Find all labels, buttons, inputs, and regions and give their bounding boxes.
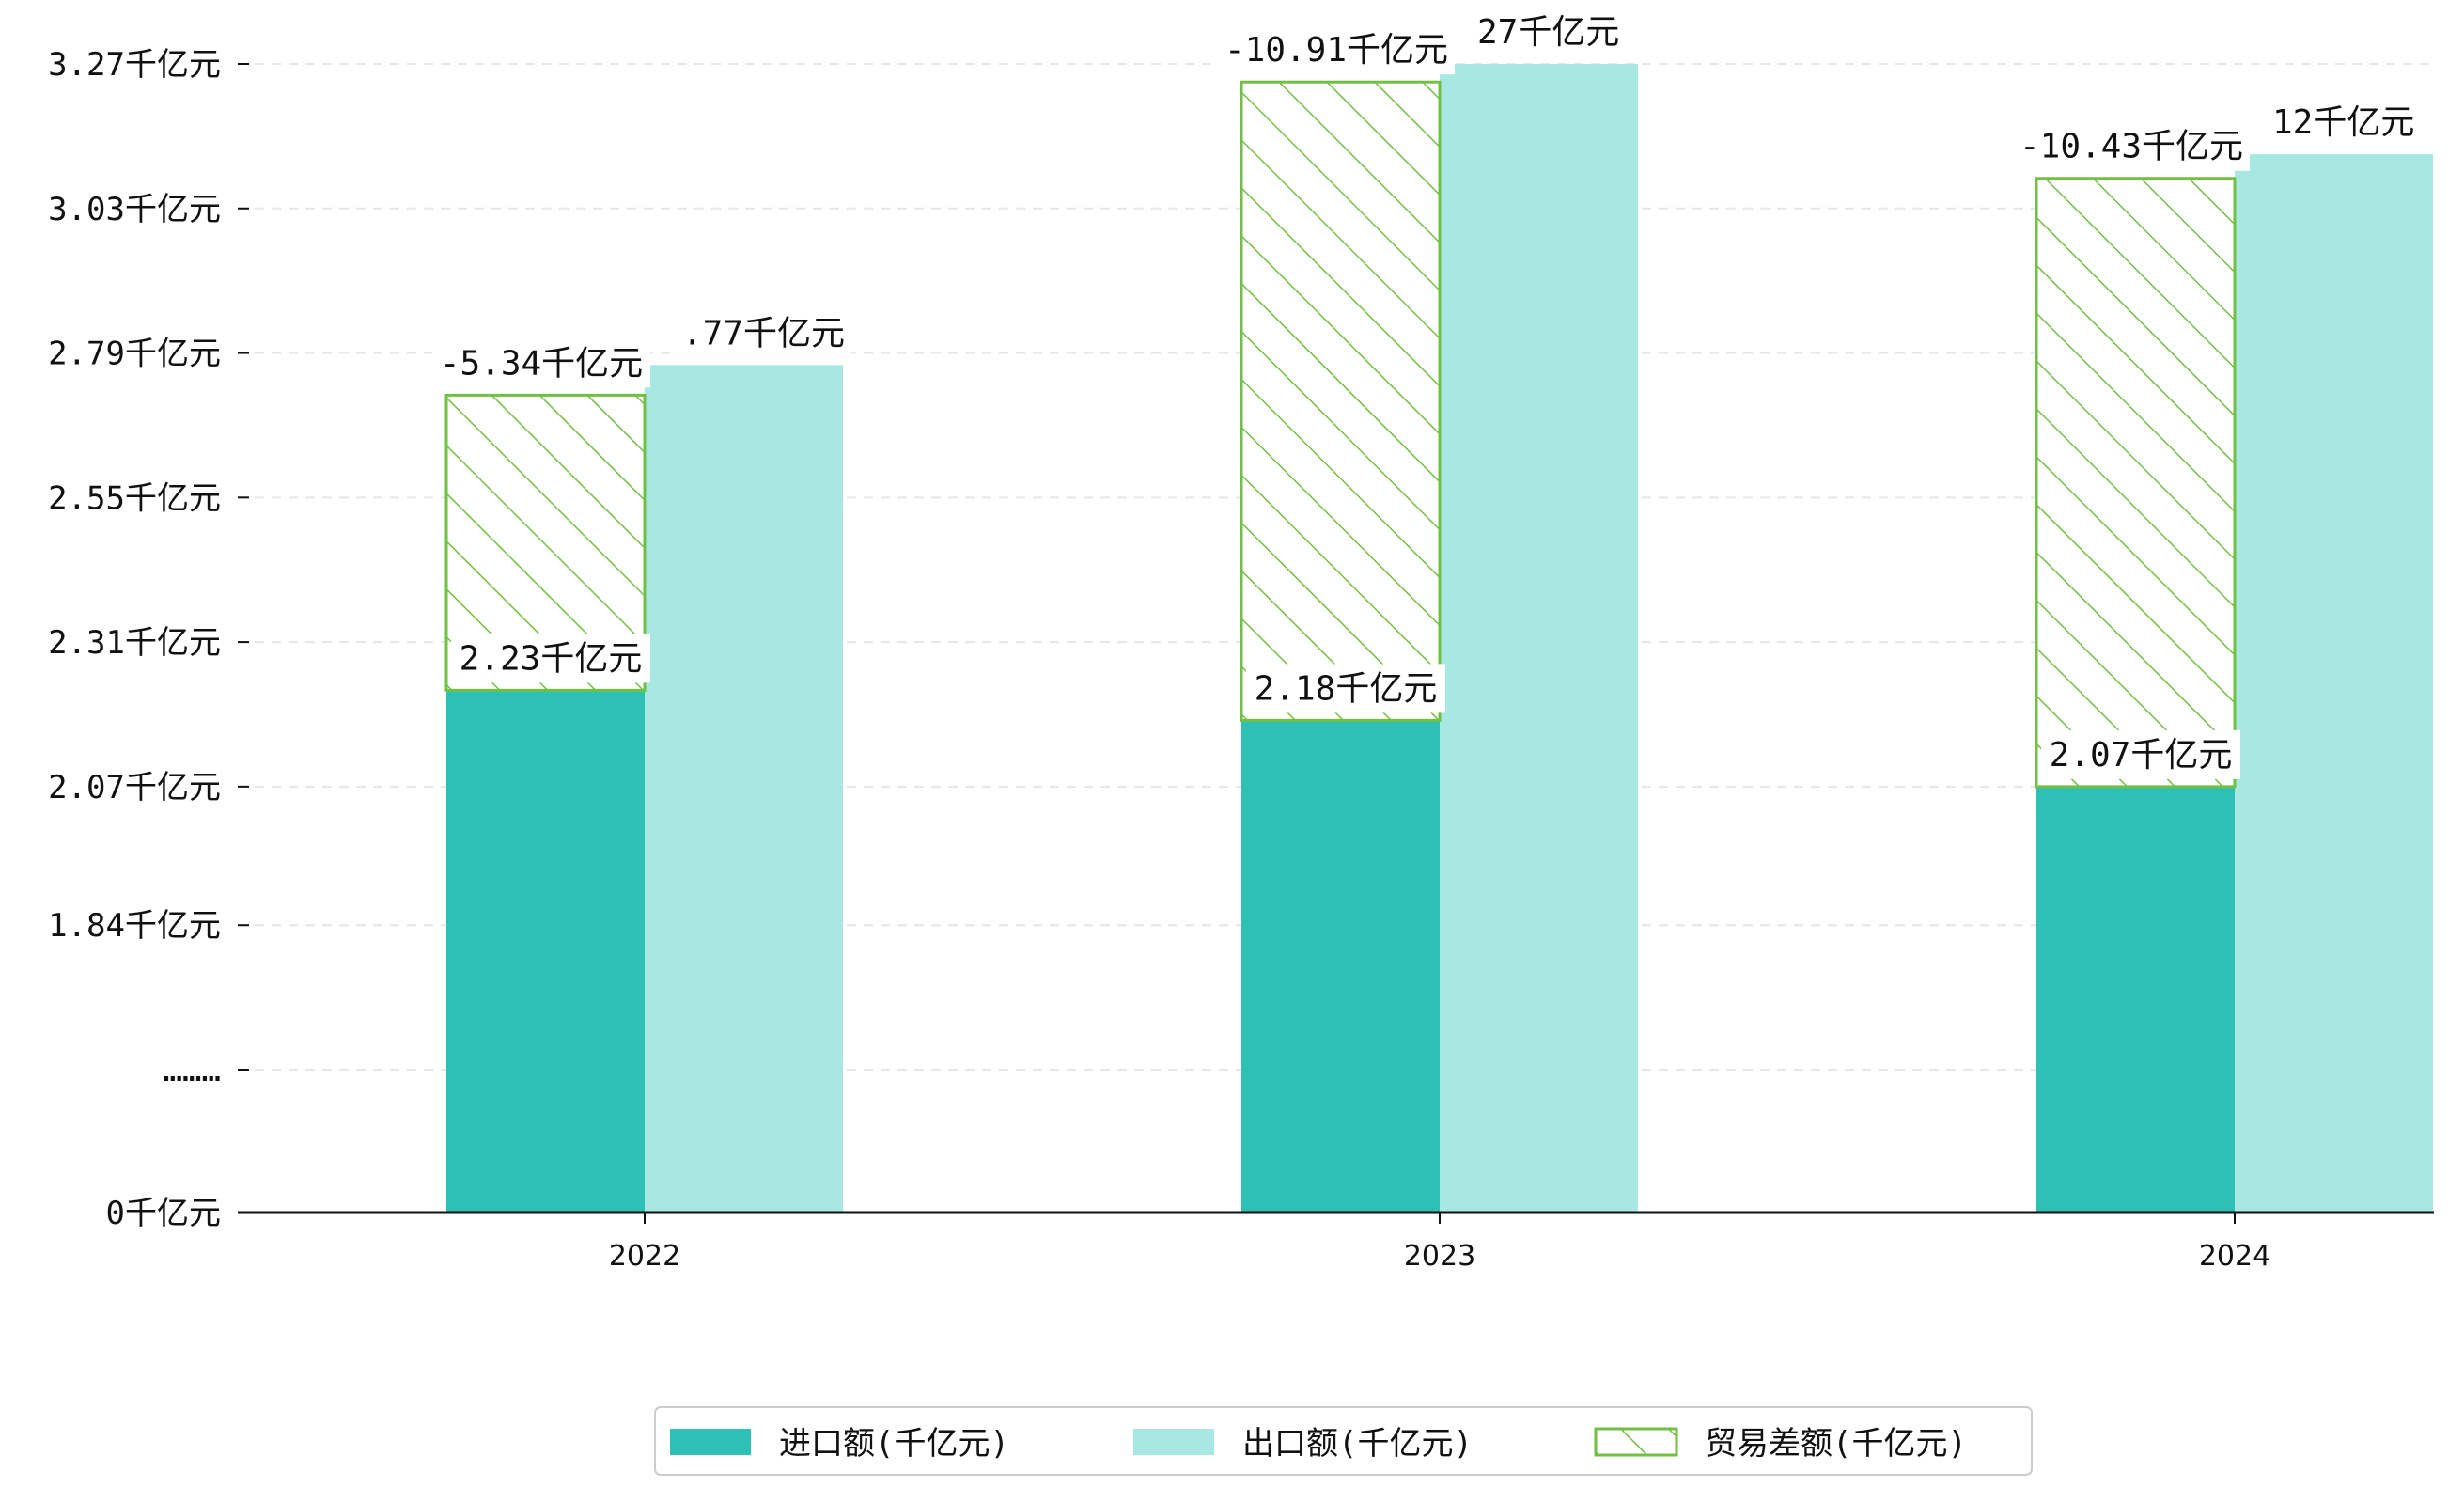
data-label-export: 27千亿元 [1477,13,1619,52]
x-tick-label: 2023 [1404,1240,1475,1273]
y-tick-label: 1.84千亿元 [48,907,221,945]
y-tick-label: 3.27千亿元 [48,46,221,84]
x-tick-label: 2024 [2199,1240,2270,1273]
data-label-import-bg [451,634,650,683]
bars-group [444,64,2433,1213]
y-tick-label: 2.31千亿元 [48,624,221,662]
data-label-export: .77千亿元 [682,314,845,352]
data-labels-group: 2.23千亿元 -5.34千亿元 .77千亿元 2.18千亿元 -10.91千亿元 27千… [432,8,2423,779]
y-tick-label: 2.55千亿元 [48,479,221,517]
legend-label: 贸易差额(千亿元) [1705,1425,1967,1463]
data-label-balance: -10.43千亿元 [2020,128,2243,166]
y-tick-label: 2.79千亿元 [48,336,221,373]
data-label-export: 12千亿元 [2272,103,2414,142]
axes-group: 0千亿元 ……… 1.84千亿元 2.07千亿元 2.31千亿元 2.55千亿元 2.79千… [48,46,2434,1273]
bar-import [1241,720,1440,1213]
legend-swatch [1133,1429,1214,1455]
data-label-balance: -5.34千亿元 [440,344,643,383]
data-label-export-bg [2261,98,2423,148]
bar-export [645,365,843,1213]
y-tick-label: 0千亿元 [106,1195,221,1232]
legend-label: 出口额(千亿元) [1242,1425,1473,1463]
data-label-import: 2.23千亿元 [460,639,643,678]
bar-import [2036,786,2235,1213]
data-label-export-bg [1466,8,1628,56]
data-label-import-bg [1246,664,1445,713]
bar-trade-balance [1240,80,1442,722]
bar-export [1440,64,1638,1213]
data-label-import: 2.07千亿元 [2050,736,2233,775]
y-tick-label: ……… [164,1052,221,1089]
bar-export [2235,154,2433,1213]
data-label-balance: -10.91千亿元 [1224,31,1448,70]
data-label-import: 2.18千亿元 [1255,669,1438,708]
bar-trade-balance [2035,177,2237,789]
x-tick-label: 2022 [609,1240,680,1273]
y-tick-label: 3.03千亿元 [48,191,221,228]
data-label-balance-bg [1218,25,1455,75]
legend-swatch [1594,1427,1678,1457]
y-tick-label: 2.07千亿元 [48,769,221,806]
legend: 进口额(千亿元) 出口额(千亿元) 贸易差额(千亿元) [654,1406,2033,1476]
data-label-balance-bg [432,338,650,388]
data-label-import-bg [2041,729,2240,779]
bar-import [446,690,645,1213]
legend-label: 进口额(千亿元) [779,1425,1009,1463]
legend-swatch [670,1429,751,1455]
data-label-export-bg [671,308,851,358]
legend-frame [654,1406,2033,1476]
data-label-balance-bg [2013,121,2250,171]
